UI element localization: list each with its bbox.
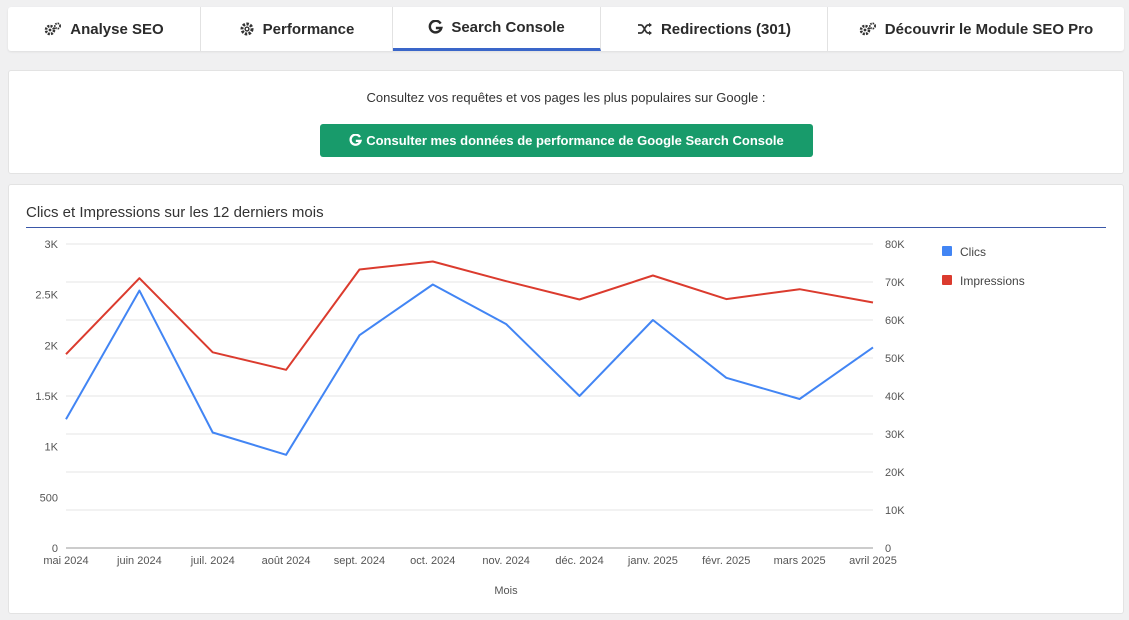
legend-swatch [942,246,952,256]
y-left-tick-label: 3K [45,239,59,251]
y-right-tick-label: 20K [885,467,905,479]
chart-title: Clics et Impressions sur les 12 derniers… [26,204,324,221]
y-right-tick-label: 80K [885,239,905,251]
tab-label: Redirections (301) [660,20,792,38]
x-tick-label: mai 2024 [43,555,88,567]
legend-swatch [942,275,952,285]
x-tick-label: juin 2024 [116,555,162,567]
x-tick-label: janv. 2025 [627,555,678,567]
open-search-console-button[interactable]: Consulter mes données de performance de … [320,124,813,157]
y-left-tick-label: 0 [52,543,58,555]
legend-label[interactable]: Clics [960,245,986,259]
y-right-tick-label: 60K [885,315,905,327]
y-left-tick-label: 1K [45,442,59,454]
x-tick-label: févr. 2025 [702,555,750,567]
gears-icon [44,22,62,36]
x-tick-label: août 2024 [262,555,311,567]
tab-module-seo-pro[interactable]: Découvrir le Module SEO Pro [828,7,1124,51]
y-right-tick-label: 10K [885,505,905,517]
search-console-intro: Consultez vos requêtes et vos pages les … [366,90,766,105]
y-left-tick-label: 2.5K [35,290,58,302]
tab-bar: Analyse SEO Performance Search Console R… [8,7,1124,51]
y-right-tick-label: 50K [885,353,905,365]
y-right-tick-label: 30K [885,429,905,441]
y-left-tick-label: 1.5K [35,391,58,403]
tab-performance[interactable]: Performance [201,7,393,51]
google-g-icon [349,134,363,146]
x-tick-label: oct. 2024 [410,555,455,567]
tab-analyse-seo[interactable]: Analyse SEO [8,7,201,51]
x-tick-label: avril 2025 [849,555,897,567]
tab-label: Analyse SEO [70,20,164,38]
tab-search-console[interactable]: Search Console [393,7,601,51]
chart-title-divider [26,227,1106,228]
tab-redirections[interactable]: Redirections (301) [601,7,828,51]
legend-label[interactable]: Impressions [960,274,1025,288]
gears-icon [859,22,876,36]
x-tick-label: mars 2025 [774,555,826,567]
chart-panel: Clics et Impressions sur les 12 derniers… [8,184,1124,614]
y-right-tick-label: 70K [885,277,905,289]
gear-icon [240,22,254,36]
x-tick-label: déc. 2024 [555,555,603,567]
tab-label: Search Console [451,19,565,36]
shuffle-icon [637,22,652,36]
series-line-clics [65,283,874,456]
search-console-panel: Consultez vos requêtes et vos pages les … [8,70,1124,174]
y-right-tick-label: 40K [885,391,905,403]
y-right-tick-label: 0 [885,543,891,555]
y-left-tick-label: 500 [40,492,58,504]
tab-label: Découvrir le Module SEO Pro [884,20,1094,38]
x-tick-label: sept. 2024 [334,555,385,567]
y-left-tick-label: 2K [45,340,59,352]
tab-label: Performance [262,20,355,38]
google-g-icon [429,20,444,34]
button-label: Consulter mes données de performance de … [366,133,784,148]
series-line-impressions [65,260,874,371]
x-axis-label: Mois [494,585,518,597]
x-tick-label: juil. 2024 [190,555,235,567]
x-tick-label: nov. 2024 [482,555,530,567]
clics-impressions-chart: 0 500 1K 1.5K 2K 2.5K 3K 0 10K 20K 30K 40K 50K 60K 70… [35,239,1025,597]
